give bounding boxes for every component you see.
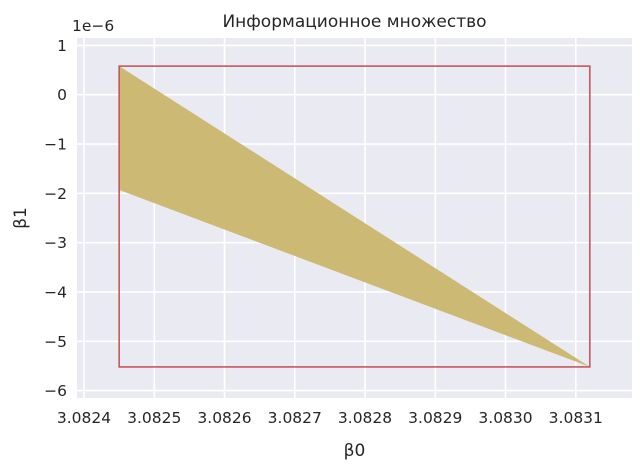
x-tick-label: 3.0824 <box>57 409 111 427</box>
x-tick-label: 3.0830 <box>478 409 532 427</box>
y-axis-offset-label: 1e−6 <box>72 17 114 35</box>
x-tick-label: 3.0826 <box>197 409 251 427</box>
data-marks <box>118 65 591 368</box>
x-axis-label: β0 <box>344 441 366 461</box>
x-tick-label: 3.0829 <box>408 409 462 427</box>
y-tick-label: 0 <box>57 86 67 104</box>
bounding-rectangle <box>118 65 591 368</box>
information-set-polygon <box>119 66 590 367</box>
y-tick-label: −6 <box>44 382 67 400</box>
x-tick-label: 3.0828 <box>338 409 392 427</box>
x-tick-label: 3.0827 <box>268 409 322 427</box>
x-tick-label: 3.0831 <box>549 409 603 427</box>
y-tick-label: −3 <box>44 234 67 252</box>
x-tick-label: 3.0825 <box>127 409 181 427</box>
chart-title: Информационное множество <box>222 12 486 32</box>
grid <box>77 38 632 398</box>
y-tick-label: −5 <box>44 333 67 351</box>
y-axis-label: β1 <box>11 207 31 229</box>
y-axis-ticks: 1 0 −1 −2 −3 −4 −5 −6 <box>44 37 67 400</box>
y-tick-label: −4 <box>44 283 67 301</box>
y-tick-label: 1 <box>57 37 67 55</box>
x-axis-ticks: 3.0824 3.0825 3.0826 3.0827 3.0828 3.0829 3.08… <box>57 409 603 427</box>
y-tick-label: −1 <box>44 136 67 154</box>
y-tick-label: −2 <box>44 185 67 203</box>
